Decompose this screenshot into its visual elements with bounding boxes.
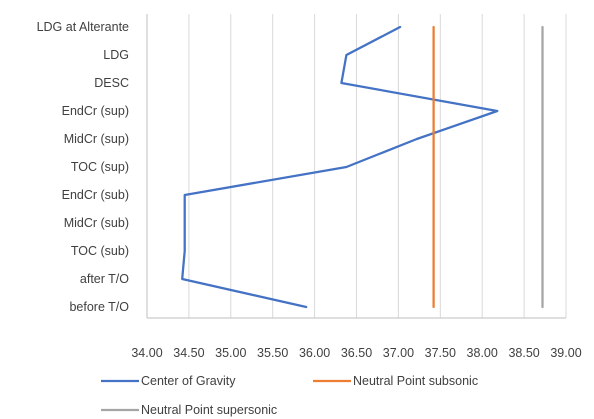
legend-label: Neutral Point supersonic [141, 403, 277, 417]
category-label: LDG [103, 48, 129, 62]
x-tick-label: 35.50 [257, 346, 288, 360]
x-tick-label: 34.50 [173, 346, 204, 360]
category-label: EndCr (sup) [62, 104, 129, 118]
category-label: after T/O [80, 272, 129, 286]
x-tick-label: 34.00 [131, 346, 162, 360]
legend: Center of Gravity Neutral Point subsonic N… [101, 374, 478, 417]
x-tick-label: 37.00 [383, 346, 414, 360]
series-line-0 [181, 25, 499, 309]
x-tick-label: 38.00 [467, 346, 498, 360]
category-label: MidCr (sub) [64, 216, 129, 230]
x-tick-label: 35.00 [215, 346, 246, 360]
gridlines [146, 14, 567, 319]
category-label: TOC (sub) [71, 244, 129, 258]
x-tick-label: 39.00 [550, 346, 581, 360]
category-label: DESC [94, 76, 129, 90]
x-tick-label: 36.50 [341, 346, 372, 360]
category-label: EndCr (sub) [62, 188, 129, 202]
category-label: LDG at Alterante [37, 20, 129, 34]
legend-label: Center of Gravity [141, 374, 236, 388]
legend-label: Neutral Point subsonic [353, 374, 478, 388]
series-layer [181, 25, 544, 309]
x-tick-label: 36.00 [299, 346, 330, 360]
x-tick-label: 37.50 [425, 346, 456, 360]
category-label: TOC (sup) [71, 160, 129, 174]
category-label: before T/O [69, 300, 129, 314]
x-tick-label: 38.50 [508, 346, 539, 360]
category-axis: LDG at Alterante LDG DESC EndCr (sup) MidCr … [37, 20, 130, 314]
value-axis: 34.00 34.50 35.00 35.50 36.00 36.50 37.00 37.50… [131, 346, 581, 360]
category-label: MidCr (sup) [64, 132, 129, 146]
